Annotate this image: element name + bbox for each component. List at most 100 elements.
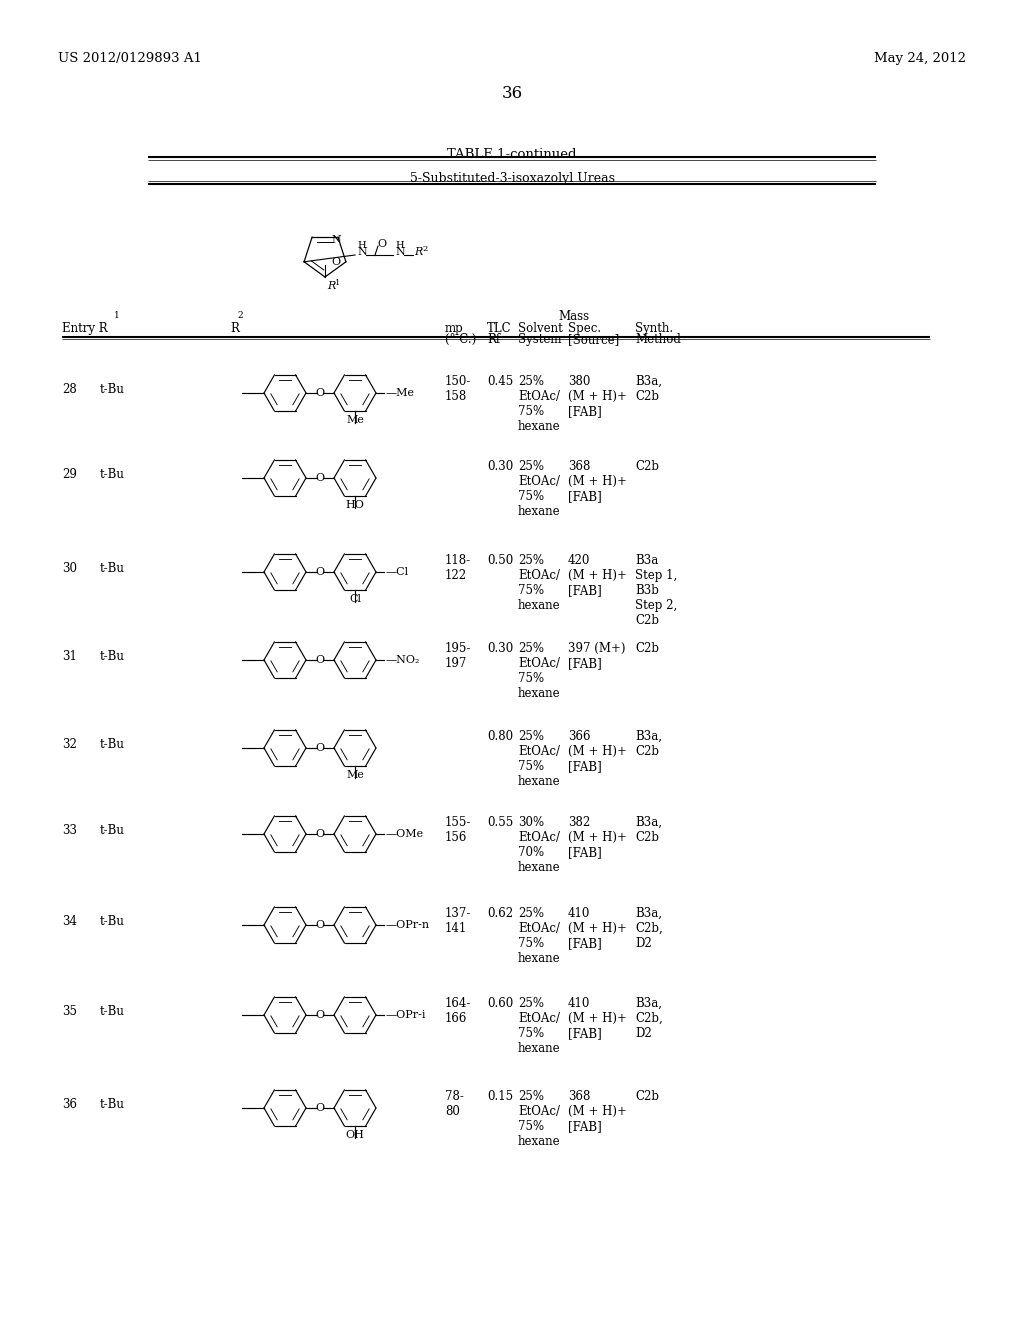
Text: 137-
141: 137- 141 xyxy=(445,907,471,935)
Text: 150-
158: 150- 158 xyxy=(445,375,471,403)
Text: 32: 32 xyxy=(62,738,77,751)
Text: 25%
EtOAc/
75%
hexane: 25% EtOAc/ 75% hexane xyxy=(518,554,560,612)
Text: O: O xyxy=(377,239,386,249)
Text: 380
(M + H)+
[FAB]: 380 (M + H)+ [FAB] xyxy=(568,375,627,418)
Text: B3a
Step 1,
B3b
Step 2,
C2b: B3a Step 1, B3b Step 2, C2b xyxy=(635,554,677,627)
Text: t-Bu: t-Bu xyxy=(100,562,125,576)
Text: 34: 34 xyxy=(62,915,77,928)
Text: 36: 36 xyxy=(62,1098,77,1111)
Text: 420
(M + H)+
[FAB]: 420 (M + H)+ [FAB] xyxy=(568,554,627,597)
Text: Rf: Rf xyxy=(487,333,500,346)
Text: 0.50: 0.50 xyxy=(487,554,513,568)
Text: 164-
166: 164- 166 xyxy=(445,997,471,1026)
Text: R: R xyxy=(230,322,239,335)
Text: 382
(M + H)+
[FAB]: 382 (M + H)+ [FAB] xyxy=(568,816,627,859)
Text: C2b: C2b xyxy=(635,459,659,473)
Text: 31: 31 xyxy=(62,649,77,663)
Text: —OMe: —OMe xyxy=(386,829,424,840)
Text: H: H xyxy=(395,242,403,251)
Text: t-Bu: t-Bu xyxy=(100,824,125,837)
Text: —Cl: —Cl xyxy=(386,568,410,577)
Text: t-Bu: t-Bu xyxy=(100,383,125,396)
Text: 2: 2 xyxy=(422,246,427,253)
Text: H: H xyxy=(357,242,366,251)
Text: Synth.: Synth. xyxy=(635,322,673,335)
Text: 25%
EtOAc/
75%
hexane: 25% EtOAc/ 75% hexane xyxy=(518,997,560,1055)
Text: 0.80: 0.80 xyxy=(487,730,513,743)
Text: [Source]: [Source] xyxy=(568,333,620,346)
Text: R: R xyxy=(327,281,336,290)
Text: O: O xyxy=(315,473,325,483)
Text: B3a,
C2b: B3a, C2b xyxy=(635,375,662,403)
Text: 35: 35 xyxy=(62,1005,77,1018)
Text: 368
(M + H)+
[FAB]: 368 (M + H)+ [FAB] xyxy=(568,459,627,503)
Text: Spec.: Spec. xyxy=(568,322,601,335)
Text: 410
(M + H)+
[FAB]: 410 (M + H)+ [FAB] xyxy=(568,907,627,950)
Text: O: O xyxy=(315,655,325,665)
Text: O: O xyxy=(315,568,325,577)
Text: 1: 1 xyxy=(335,279,340,286)
Text: Solvent: Solvent xyxy=(518,322,563,335)
Text: 25%
EtOAc/
75%
hexane: 25% EtOAc/ 75% hexane xyxy=(518,1090,560,1148)
Text: 33: 33 xyxy=(62,824,77,837)
Text: 118-
122: 118- 122 xyxy=(445,554,471,582)
Text: —OPr-n: —OPr-n xyxy=(386,920,430,931)
Text: t-Bu: t-Bu xyxy=(100,738,125,751)
Text: May 24, 2012: May 24, 2012 xyxy=(874,51,966,65)
Text: O: O xyxy=(315,829,325,840)
Text: t-Bu: t-Bu xyxy=(100,1005,125,1018)
Text: 0.30: 0.30 xyxy=(487,642,513,655)
Text: Me: Me xyxy=(346,416,364,425)
Text: Entry R: Entry R xyxy=(62,322,108,335)
Text: 30%
EtOAc/
70%
hexane: 30% EtOAc/ 70% hexane xyxy=(518,816,560,874)
Text: t-Bu: t-Bu xyxy=(100,469,125,480)
Text: O: O xyxy=(315,1104,325,1113)
Text: TABLE 1-continued: TABLE 1-continued xyxy=(447,148,577,161)
Text: N: N xyxy=(357,247,367,257)
Text: Cl: Cl xyxy=(349,594,361,605)
Text: t-Bu: t-Bu xyxy=(100,649,125,663)
Text: 25%
EtOAc/
75%
hexane: 25% EtOAc/ 75% hexane xyxy=(518,375,560,433)
Text: 0.55: 0.55 xyxy=(487,816,513,829)
Text: 29: 29 xyxy=(62,469,77,480)
Text: 25%
EtOAc/
75%
hexane: 25% EtOAc/ 75% hexane xyxy=(518,907,560,965)
Text: O: O xyxy=(315,743,325,752)
Text: OH: OH xyxy=(345,1130,365,1140)
Text: mp: mp xyxy=(445,322,464,335)
Text: US 2012/0129893 A1: US 2012/0129893 A1 xyxy=(58,51,202,65)
Text: C2b: C2b xyxy=(635,642,659,655)
Text: 5-Substituted-3-isoxazolyl Ureas: 5-Substituted-3-isoxazolyl Ureas xyxy=(410,172,614,185)
Text: 1: 1 xyxy=(114,312,120,319)
Text: 155-
156: 155- 156 xyxy=(445,816,471,843)
Text: —OPr-i: —OPr-i xyxy=(386,1010,427,1020)
Text: 366
(M + H)+
[FAB]: 366 (M + H)+ [FAB] xyxy=(568,730,627,774)
Text: 0.30: 0.30 xyxy=(487,459,513,473)
Text: 25%
EtOAc/
75%
hexane: 25% EtOAc/ 75% hexane xyxy=(518,459,560,517)
Text: System: System xyxy=(518,333,561,346)
Text: 195-
197: 195- 197 xyxy=(445,642,471,671)
Text: HO: HO xyxy=(345,500,365,511)
Text: TLC: TLC xyxy=(487,322,512,335)
Text: 78-
80: 78- 80 xyxy=(445,1090,464,1118)
Text: B3a,
C2b,
D2: B3a, C2b, D2 xyxy=(635,997,663,1040)
Text: —NO₂: —NO₂ xyxy=(386,655,421,665)
Text: 30: 30 xyxy=(62,562,77,576)
Text: t-Bu: t-Bu xyxy=(100,1098,125,1111)
Text: B3a,
C2b: B3a, C2b xyxy=(635,730,662,758)
Text: 28: 28 xyxy=(62,383,77,396)
Text: 25%
EtOAc/
75%
hexane: 25% EtOAc/ 75% hexane xyxy=(518,730,560,788)
Text: 0.60: 0.60 xyxy=(487,997,513,1010)
Text: O: O xyxy=(332,257,341,267)
Text: O: O xyxy=(315,1010,325,1020)
Text: (° C.): (° C.) xyxy=(445,333,476,346)
Text: 0.62: 0.62 xyxy=(487,907,513,920)
Text: —Me: —Me xyxy=(386,388,415,399)
Text: 36: 36 xyxy=(502,84,522,102)
Text: R: R xyxy=(414,247,422,257)
Text: 2: 2 xyxy=(237,312,243,319)
Text: O: O xyxy=(315,388,325,399)
Text: C2b: C2b xyxy=(635,1090,659,1104)
Text: 397 (M+)
[FAB]: 397 (M+) [FAB] xyxy=(568,642,626,671)
Text: N: N xyxy=(331,235,341,246)
Text: Mass: Mass xyxy=(558,310,589,323)
